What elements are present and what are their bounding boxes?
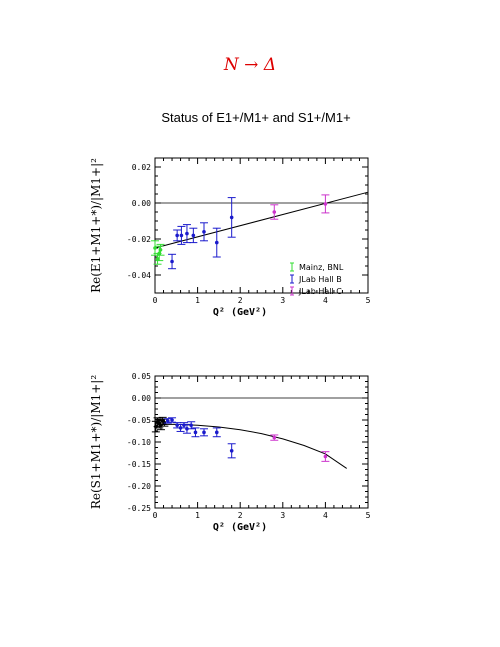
x-tick-label: 5	[366, 511, 371, 520]
data-point	[153, 246, 157, 250]
y-tick-label: -0.02	[127, 235, 151, 244]
fit-curve	[154, 191, 369, 249]
legend-label: Mainz, BNL	[299, 263, 344, 272]
y-axis-label: Re(S1+M1+*)/|M1+|²	[89, 375, 103, 509]
x-tick-label: 2	[238, 511, 243, 520]
legend-label: JLab Hall C	[298, 287, 342, 296]
data-point	[272, 210, 277, 214]
data-point	[189, 423, 194, 428]
x-tick-label: 5	[366, 296, 371, 305]
y-tick-label: -0.15	[127, 460, 151, 469]
data-point	[170, 418, 174, 422]
y-tick-label: 0.00	[132, 199, 151, 208]
data-point	[193, 430, 198, 435]
y-tick-label: 0.02	[132, 163, 151, 172]
x-tick-label: 4	[323, 511, 328, 520]
data-point	[229, 449, 234, 453]
y-tick-label: -0.05	[127, 416, 151, 425]
data-point	[158, 248, 163, 252]
data-point	[179, 233, 184, 238]
data-point	[155, 257, 160, 261]
data-point	[214, 430, 219, 435]
plot-frame	[154, 375, 369, 509]
data-point	[185, 231, 189, 236]
x-tick-label: 2	[238, 296, 243, 305]
y-tick-label: 0.05	[132, 372, 151, 381]
top-chart-panel: 0 1 2 3 4 5 0.02 0.00 -0.02 -0.04 Q² (GeV²) Re(E1+M…	[89, 157, 371, 318]
x-tick-label: 3	[280, 296, 285, 305]
data-point	[229, 215, 234, 220]
x-axis-label: Q² (GeV²)	[213, 307, 267, 318]
data-point	[323, 202, 328, 206]
x-tick-label: 1	[195, 296, 200, 305]
data-point	[170, 259, 174, 264]
x-tick-label: 1	[195, 511, 200, 520]
y-tick-label: -0.04	[127, 271, 151, 280]
y-tick-label: -0.25	[127, 504, 151, 513]
figure-subtitle: Status of E1+/M1+ and S1+/M1+	[161, 110, 350, 125]
data-point	[191, 233, 196, 238]
y-tick-label: -0.20	[127, 482, 151, 491]
data-point	[272, 435, 277, 440]
data-point	[214, 240, 219, 245]
data-point	[185, 427, 189, 431]
y-axis-label: Re(E1+M1+*)/|M1+|²	[89, 158, 103, 293]
data-point	[175, 233, 179, 238]
x-tick-label: 0	[153, 296, 158, 305]
data-point	[202, 230, 206, 234]
x-tick-label: 4	[323, 296, 328, 305]
legend-label: JLab Hall B	[298, 275, 342, 284]
bottom-chart-panel: 0 1 2 3 4 5 0.05 0.00 -0.05 -0.10 -0.15 -0.20 -0.25 Q…	[89, 372, 371, 533]
y-tick-label: -0.10	[127, 438, 151, 447]
x-tick-label: 0	[153, 511, 158, 520]
figure-title: N → Δ	[223, 55, 276, 75]
x-axis-label: Q² (GeV²)	[213, 522, 267, 533]
x-tick-label: 3	[280, 511, 285, 520]
fit-curve	[154, 423, 347, 469]
plot-frame	[154, 157, 369, 294]
data-point	[323, 454, 328, 459]
data-point	[202, 430, 206, 435]
y-tick-label: 0.00	[132, 394, 151, 403]
